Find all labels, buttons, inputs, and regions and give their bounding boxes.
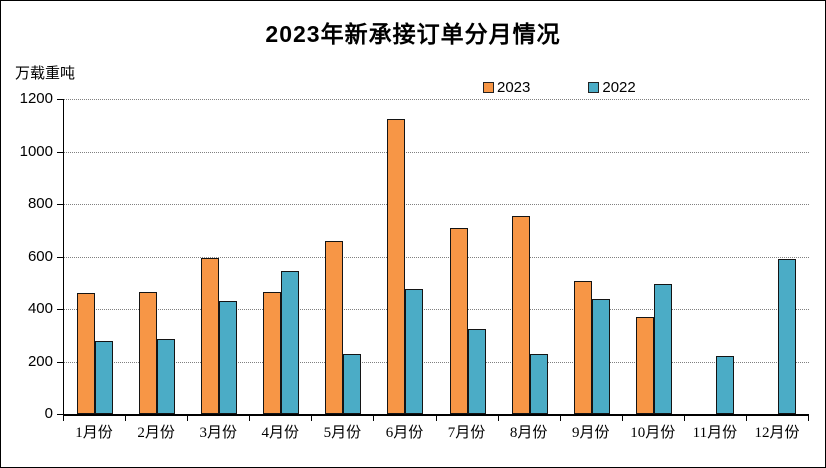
x-tick-mark-2	[187, 416, 189, 421]
x-tick-mark-12	[808, 416, 809, 421]
bar-2022-m8	[529, 353, 548, 414]
bar-2023-m4	[263, 291, 282, 414]
gridline-600	[64, 256, 809, 258]
chart-title: 2023年新承接订单分月情况	[265, 21, 561, 47]
bar-2023-m7	[449, 227, 468, 414]
bar-2023-m8	[511, 215, 530, 414]
x-tick-label-m6: 6月份	[385, 425, 424, 441]
y-tick-mark-0	[57, 414, 63, 415]
y-tick-mark-600	[57, 256, 63, 258]
y-tick-mark-1000	[57, 151, 63, 153]
y-tick-label-800: 800	[27, 195, 53, 212]
x-tick-label-m5: 5月份	[323, 425, 362, 441]
legend-label-2023: 2023	[497, 79, 531, 96]
bar-2022-m6	[405, 289, 424, 414]
y-tick-mark-800	[57, 204, 63, 205]
bar-2023-m3	[201, 257, 220, 414]
x-tick-label-m11: 11月份	[692, 425, 738, 441]
gridline-200	[64, 361, 809, 363]
y-tick-label-0: 0	[44, 405, 53, 422]
x-tick-mark-9	[621, 416, 623, 421]
gridline-800	[64, 204, 809, 205]
y-tick-label-1000: 1000	[19, 142, 53, 160]
bar-2022-m2	[157, 339, 176, 414]
x-tick-mark-1	[125, 416, 127, 421]
x-tick-mark-8	[559, 416, 561, 421]
y-tick-mark-200	[57, 361, 63, 363]
bar-2022-m10	[653, 284, 672, 414]
bar-2022-m9	[591, 298, 610, 414]
gridline-1200	[64, 99, 809, 100]
bar-2023-m2	[139, 291, 158, 414]
x-tick-label-m3: 3月份	[199, 425, 237, 441]
x-tick-label-m7: 7月份	[447, 425, 486, 441]
bar-2022-m12	[777, 259, 796, 414]
x-tick-mark-4	[311, 416, 313, 421]
bar-2023-m1	[77, 293, 96, 414]
x-tick-mark-3	[249, 416, 251, 421]
x-tick-label-m2: 2月份	[137, 425, 175, 441]
y-tick-label-600: 600	[27, 247, 53, 265]
y-tick-mark-1200	[57, 99, 63, 100]
bar-2023-m10	[635, 316, 654, 414]
x-tick-mark-7	[497, 416, 499, 421]
y-tick-label-1200: 1200	[19, 90, 53, 107]
x-tick-mark-0	[63, 416, 64, 421]
bar-2022-m5	[343, 353, 362, 414]
x-tick-label-m10: 10月份	[630, 425, 676, 441]
bar-2023-m5	[325, 240, 344, 414]
y-tick-label-400: 400	[27, 300, 53, 317]
y-tick-mark-400	[57, 309, 63, 310]
x-tick-mark-6	[435, 416, 437, 421]
x-tick-label-m9: 9月份	[571, 425, 610, 441]
x-tick-mark-11	[745, 416, 747, 421]
bar-2022-m7	[467, 328, 486, 414]
x-tick-label-m4: 4月份	[261, 425, 300, 441]
gridline-1000	[64, 151, 809, 153]
legend-label-2022: 2022	[602, 79, 636, 96]
x-axis-line	[63, 414, 809, 416]
legend: 2023 2022	[483, 79, 636, 96]
legend-swatch-2022	[588, 82, 600, 93]
legend-item-2022: 2022	[588, 79, 636, 96]
bar-2022-m3	[219, 301, 238, 414]
x-tick-label-m8: 8月份	[509, 425, 548, 441]
bar-2022-m1	[95, 340, 114, 414]
x-tick-mark-10	[683, 416, 685, 421]
x-tick-label-m1: 1月份	[75, 425, 113, 441]
plot-area	[63, 99, 809, 414]
bar-2022-m4	[281, 270, 300, 414]
legend-item-2023: 2023	[483, 79, 530, 96]
gridline-400	[64, 309, 809, 310]
bar-2023-m6	[387, 118, 406, 414]
x-tick-label-m12: 12月份	[754, 425, 800, 441]
y-axis-unit-label: 万载重吨	[15, 65, 76, 82]
legend-swatch-2023	[483, 82, 494, 93]
bar-2023-m9	[573, 281, 592, 414]
y-tick-label-200: 200	[27, 352, 53, 370]
bar-2022-m11	[715, 356, 734, 414]
x-tick-mark-5	[373, 416, 375, 421]
